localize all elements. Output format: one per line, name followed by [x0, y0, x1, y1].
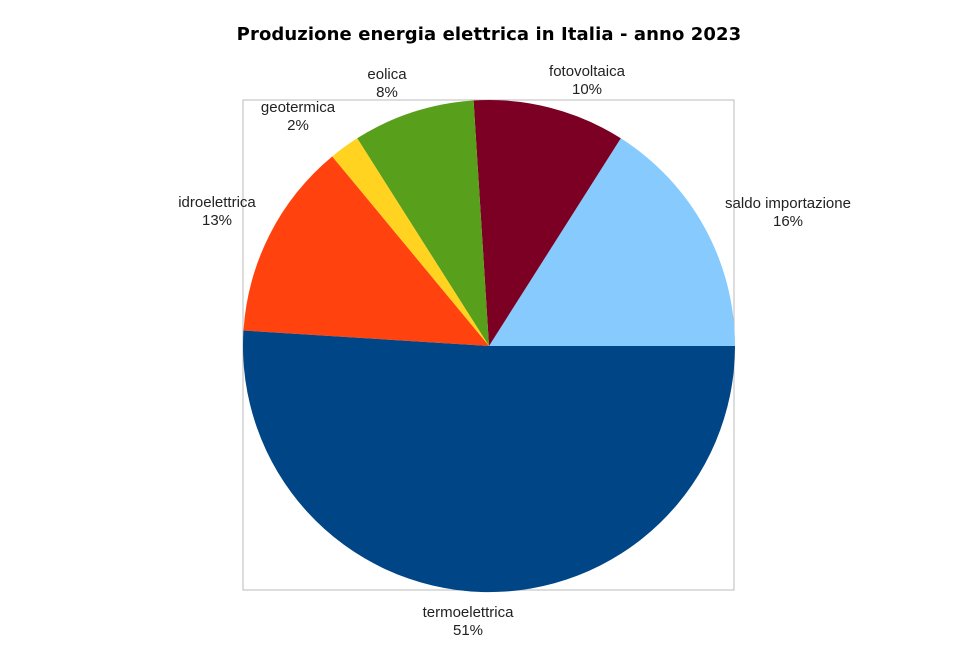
chart-title: Produzione energia elettrica in Italia -…	[236, 24, 742, 45]
pie-slices	[242, 100, 736, 593]
slice-category-label: idroelettrica	[178, 194, 256, 211]
slice-category-label: geotermica	[261, 99, 336, 116]
pie-slice-saldo-importazione	[489, 138, 735, 346]
slice-category-label: fotovoltaica	[549, 63, 626, 80]
slice-category-label: termoelettrica	[423, 604, 515, 621]
slice-label-eolica: eolica 8%	[367, 66, 407, 101]
slice-label-geotermica: geotermica 2%	[261, 99, 336, 134]
slice-percent-label: 16%	[773, 213, 803, 230]
slice-percent-label: 13%	[202, 212, 232, 229]
slice-percent-label: 8%	[376, 84, 398, 101]
slice-percent-label: 51%	[453, 622, 483, 639]
slice-label-saldo-importazione: saldo importazione 16%	[725, 195, 851, 230]
pie-slice-idroelettrica	[243, 156, 489, 346]
slice-label-fotovoltaica: fotovoltaica 10%	[549, 63, 626, 98]
slice-label-idroelettrica: idroelettrica 13%	[178, 194, 256, 229]
slice-category-label: saldo importazione	[725, 195, 851, 212]
pie-slice-fotovoltaica	[473, 100, 621, 346]
pie-slice-eolica	[357, 100, 489, 347]
slice-label-termoelettrica: termoelettrica 51%	[423, 604, 515, 639]
pie-slice-geotermica	[332, 138, 489, 346]
slice-percent-label: 2%	[287, 117, 309, 134]
slice-category-label: eolica	[367, 66, 407, 83]
pie-slice-termoelettrica	[242, 330, 736, 593]
slice-percent-label: 10%	[572, 81, 602, 98]
pie-labels: saldo importazione 16% fotovoltaica 10% eoli…	[178, 63, 851, 639]
